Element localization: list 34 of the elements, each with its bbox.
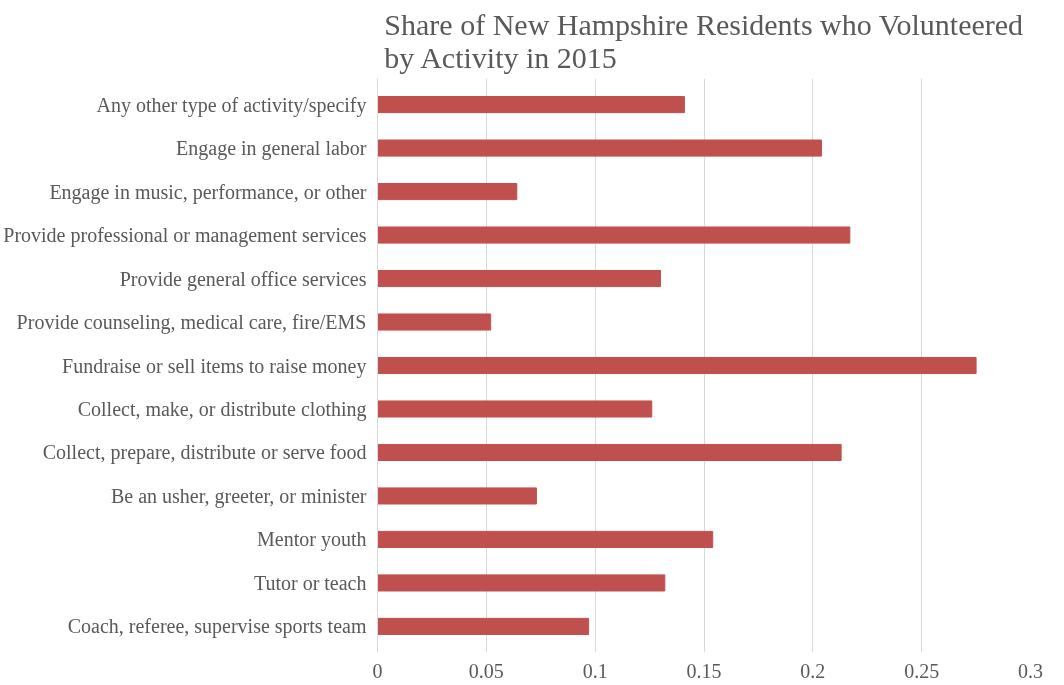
y-tick-label: Provide counseling, medical care, fire/EMS [16,311,367,335]
bar [377,139,823,157]
y-tick-label: Collect, make, or distribute clothing [77,397,367,421]
bar [377,313,492,331]
bar [377,226,851,244]
y-tick-label: Fundraise or sell items to raise money [62,354,367,378]
bar [377,400,653,418]
x-tick-label: 0.05 [468,659,504,682]
bar [377,443,842,462]
y-tick-label: Provide general office services [119,267,367,291]
bar [377,356,977,375]
x-tick-label: 0 [372,659,383,682]
y-tick-label: Collect, prepare, distribute or serve food [42,441,367,465]
y-tick-label: Mentor youth [257,528,367,552]
y-tick-label: Provide professional or management services [3,224,367,248]
bar [377,617,590,635]
bar [377,269,661,288]
bar [377,183,518,201]
y-tick-label: Tutor or teach [253,571,367,594]
x-tick-label: 0.25 [904,659,940,682]
bar [377,574,666,592]
bar [377,487,537,505]
x-tick-label: 0.15 [686,659,722,682]
y-tick-label: Engage in general labor [176,137,367,161]
x-tick-label: 0.2 [800,659,826,682]
y-tick-label: Any other type of activity/specify [96,93,367,117]
bar [377,530,714,548]
y-tick-label: Be an usher, greeter, or minister [110,484,367,508]
bar [377,96,685,114]
y-tick-label: Engage in music, performance, or other [49,180,367,204]
chart-title: Share of New Hampshire Residents who Volunteered by Activity in 2015 [384,7,1024,74]
x-tick-label: 0.1 [582,659,608,682]
y-tick-label: Coach, referee, supervise sports team [67,615,367,639]
x-tick-label: 0.3 [1018,659,1043,682]
